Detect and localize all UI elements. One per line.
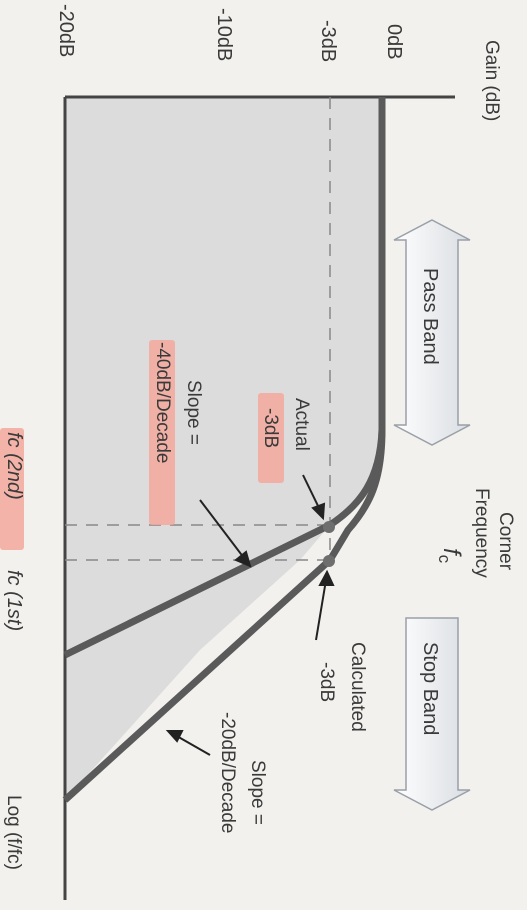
tick-minus10db: -10dB [213, 8, 235, 61]
actual-label-line2: -3dB [260, 408, 281, 448]
tick-minus3db: -3dB [317, 20, 339, 62]
calculated-minus3db-point [323, 555, 335, 567]
actual-pointer-arrow [302, 474, 326, 521]
slope2-pointer-arrow [199, 499, 252, 568]
pass-band-label: Pass Band [419, 268, 441, 365]
slope1-label-line1: Slope = [247, 760, 268, 825]
tick-minus20db: -20dB [55, 4, 77, 57]
actual-highlight [258, 393, 284, 483]
fc-1st-label: fc (1st) [3, 570, 25, 631]
tick-0db: 0dB [383, 24, 405, 60]
calculated-label-line2: -3dB [316, 662, 337, 702]
corner-label-line2: Frequency [471, 488, 492, 578]
pass-band-arrow [393, 219, 471, 446]
gain-axis-title: Gain (dB) [481, 40, 502, 121]
stop-band-arrow [393, 617, 471, 811]
slope1-pointer-arrow [165, 730, 211, 756]
fc-2nd-highlight [0, 428, 24, 550]
corner-fc-symbol: fc [435, 548, 465, 564]
frequency-axis-title: Log (f/fc) [3, 795, 24, 870]
corner-label-line1: Corner [495, 512, 516, 571]
slope2-label-line1: Slope = [183, 380, 204, 445]
slope2-label-line2: -40dB/Decade [152, 342, 173, 463]
fc-2nd-label: fc (2nd) [3, 432, 25, 500]
calculated-pointer-arrow [315, 569, 335, 641]
slope1-label-line2: -20dB/Decade [217, 712, 238, 833]
actual-minus3db-point [323, 521, 335, 533]
actual-label-line1: Actual [291, 398, 312, 451]
slope2-highlight [149, 340, 175, 525]
calculated-label-line1: Calculated [347, 642, 368, 732]
response-fill-area [65, 97, 382, 800]
stop-band-label: Stop Band [419, 642, 441, 735]
